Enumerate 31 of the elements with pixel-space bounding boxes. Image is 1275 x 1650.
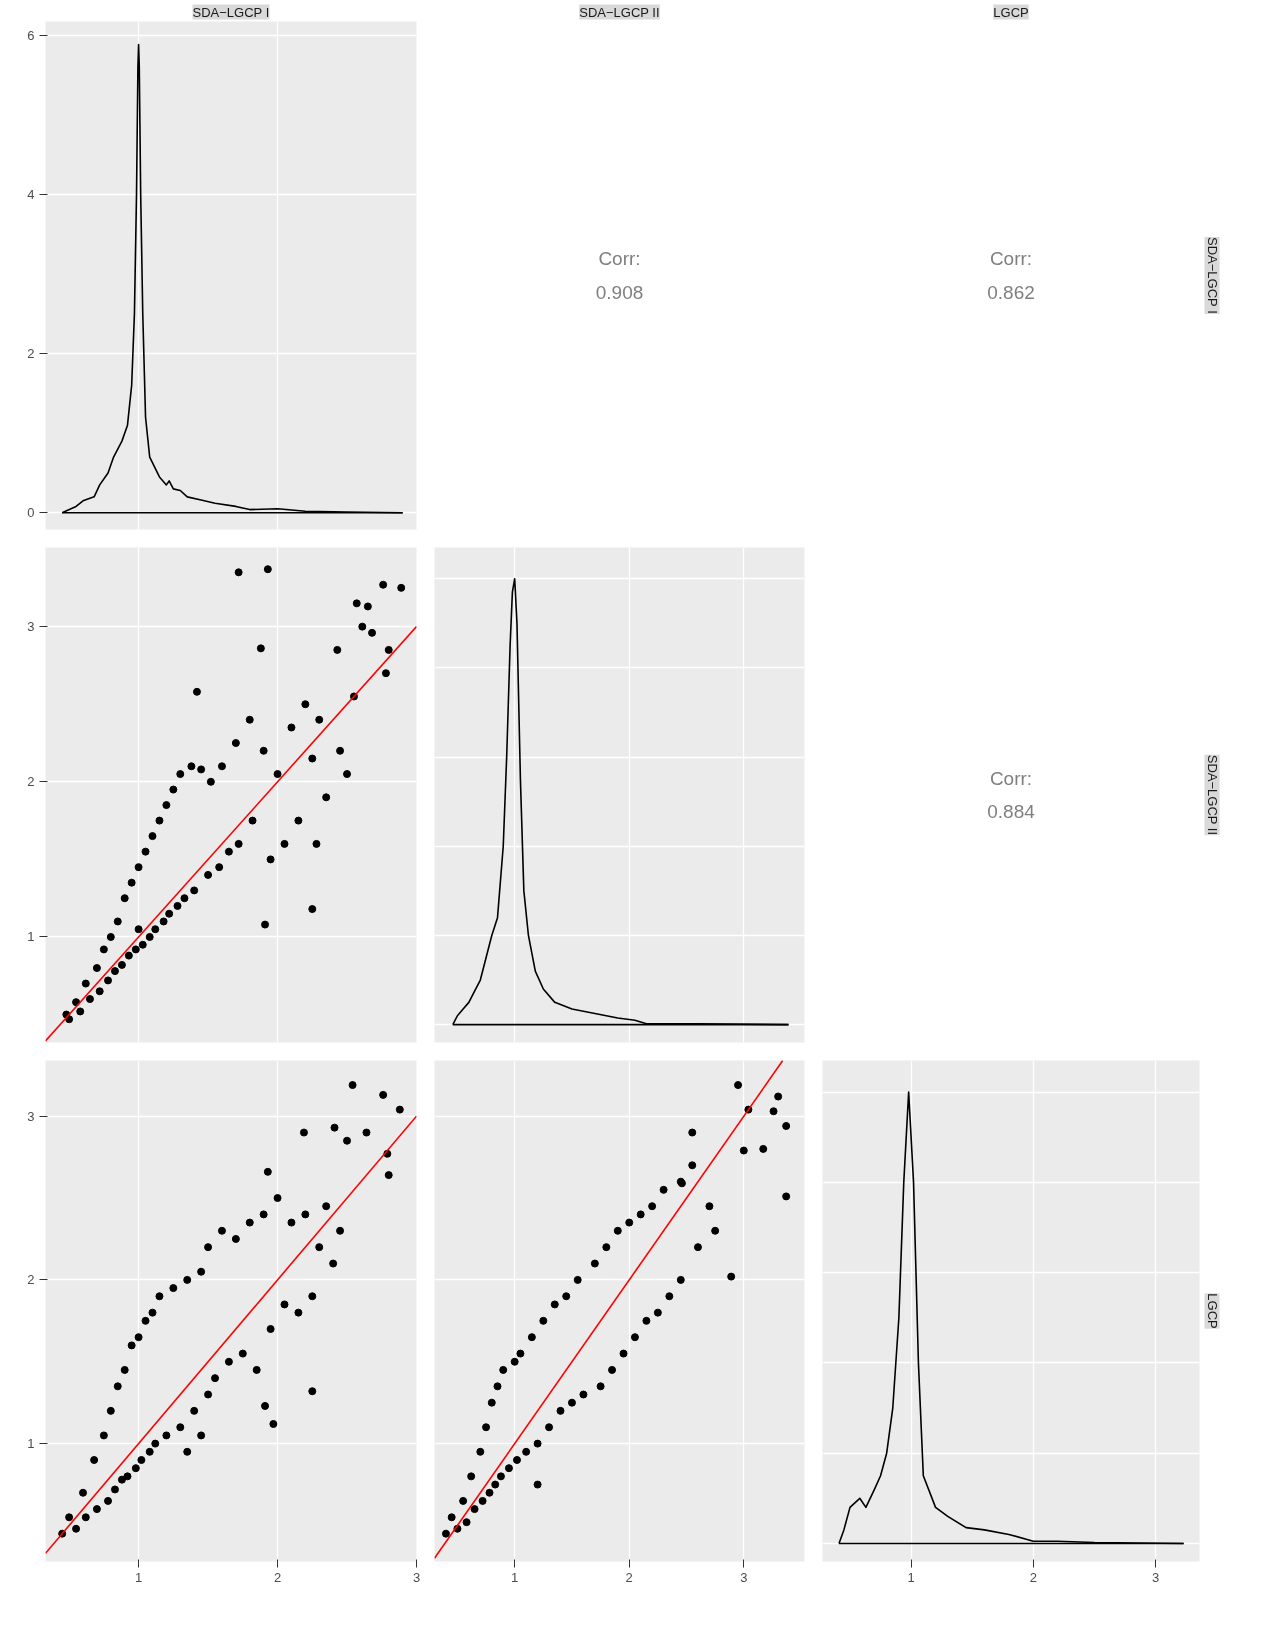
chart-title: SDA−LGCP I [192,4,270,20]
x-tick-label: 1 [907,1569,915,1585]
y-tick-label: 0 [27,505,35,521]
x-tick-label: 2 [273,1569,282,1585]
text: LGCP [993,4,1029,20]
text: Corr: [989,248,1033,270]
y-tick-label: 2 [27,1272,35,1288]
y-tick-label: 2 [27,346,35,362]
x-tick-label: 3 [412,1569,421,1585]
x-tick-label: 2 [625,1569,633,1585]
text: SDA−LGCP II [1204,754,1220,836]
text: SDA−LGCP I [1204,237,1220,314]
y-tick-label: 4 [27,186,35,202]
y-tick-label: 1 [27,929,35,945]
text: 0.908 [595,281,644,303]
x-tick-label: 2 [1029,1569,1037,1585]
text: 0.884 [987,800,1036,822]
x-tick-label: 1 [511,1569,519,1585]
text: 0.862 [987,281,1035,303]
x-tick-label: 3 [740,1569,748,1585]
y-tick-label: 1 [27,1436,35,1452]
x-tick-label: 1 [134,1569,143,1585]
y2-axis-title: LGCP [1204,1293,1220,1329]
y-tick-label: 6 [27,27,35,43]
text: Corr: [598,248,641,270]
x-tick-label: 3 [1151,1569,1160,1585]
y-tick-label: 3 [27,619,35,635]
text: SDA−LGCP II [579,4,660,20]
y-tick-label: 2 [27,774,35,790]
text: Corr: [989,768,1033,790]
y-tick-label: 3 [27,1108,35,1124]
